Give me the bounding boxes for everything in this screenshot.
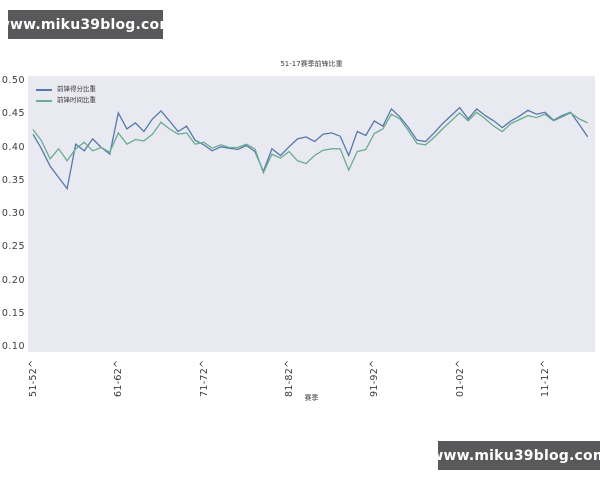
legend-entry-time-share: 前锋时间比重 (36, 95, 96, 106)
y-tick-label: 0.50 (1, 75, 25, 86)
plot-svg (28, 76, 595, 352)
x-tick-label: 11-12^ (540, 359, 551, 397)
y-tick-label: 0.20 (1, 274, 25, 286)
legend-label: 前锋得分比重 (57, 85, 96, 94)
x-axis-label: 赛季 (304, 394, 319, 402)
x-tick-label: 01-02^ (454, 359, 466, 397)
line-series-1 (32, 111, 588, 175)
y-tick-label: 0.35 (1, 174, 25, 186)
watermark-top-left: www.miku39blog.com (0, 10, 174, 39)
y-tick-label: 0.40 (1, 141, 25, 153)
y-tick-label: 0.45 (1, 108, 25, 120)
y-tick-label: 0.15 (1, 307, 25, 319)
plot-background (28, 76, 595, 352)
y-tick-label: 0.30 (1, 208, 25, 219)
x-tick-label: 81-82^ (284, 359, 295, 397)
x-tick-label: 71-72^ (198, 359, 210, 397)
legend-line-swatch-blue (36, 88, 52, 91)
y-tick-label: 0.25 (1, 241, 25, 253)
line-series-0 (32, 106, 589, 191)
legend-line-swatch-green (36, 99, 52, 102)
watermark-bottom-right: www.miku39blog.com (430, 441, 600, 470)
y-tick-label: 0.10 (1, 341, 25, 352)
x-tick-label: 61-62^ (113, 359, 125, 397)
legend-entry-score-share: 前锋得分比重 (36, 84, 96, 95)
x-tick-label: 91-92^ (369, 359, 381, 397)
legend: 前锋得分比重 前锋时间比重 (36, 84, 96, 106)
plot-area (28, 76, 595, 352)
legend-label: 前锋时间比重 (57, 96, 96, 105)
x-tick-label: 51-52^ (28, 359, 39, 397)
line-series-group (32, 106, 589, 191)
chart-title: 51-17赛季前锋比重 (280, 60, 343, 68)
